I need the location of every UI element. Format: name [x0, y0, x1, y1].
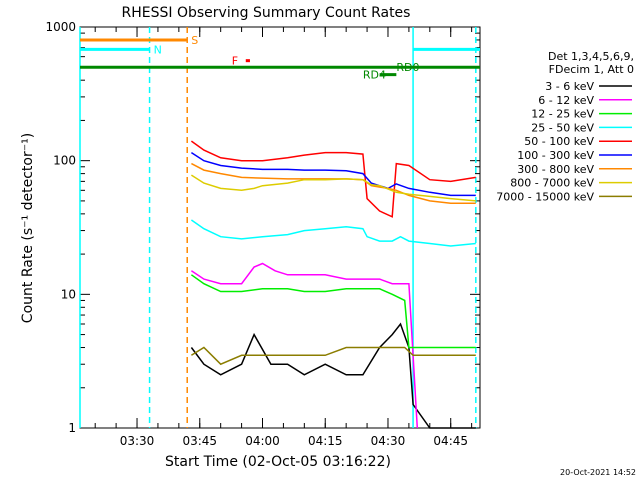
series-line-8 [191, 346, 476, 366]
render-timestamp: 20-Oct-2021 14:52 [560, 468, 636, 477]
y-tick-label: 1 [68, 421, 76, 435]
series-line-4 [190, 140, 476, 218]
x-tick-label: 04:15 [308, 434, 343, 448]
flag-label-n: N [154, 43, 162, 56]
x-tick-label: 04:30 [371, 434, 406, 448]
series-line-5 [190, 151, 476, 197]
legend-entry-label: 7000 - 15000 keV [496, 190, 594, 203]
plot-frame [79, 26, 481, 429]
series-line-0 [190, 322, 476, 429]
series-line-3 [190, 219, 476, 247]
y-tick-label: 100 [53, 154, 76, 168]
legend-entry-label: 3 - 6 keV [545, 80, 594, 93]
flag-label-rd4: RD4 [363, 69, 386, 82]
x-tick-label: 04:00 [245, 434, 280, 448]
legend-entry-label: 800 - 7000 keV [510, 177, 594, 190]
legend-header-line: FDecim 1, Att 0 [549, 63, 634, 76]
y-tick-label: 10 [61, 287, 76, 301]
flag-label-s: S [191, 34, 198, 47]
series-line-1 [190, 262, 419, 429]
series-line-7 [190, 174, 476, 202]
y-tick-label: 1000 [45, 20, 76, 34]
legend-entry-label: 50 - 100 keV [524, 135, 594, 148]
x-tick-label: 04:45 [433, 434, 468, 448]
x-tick-label: 03:30 [120, 434, 155, 448]
flag-label-f: F [232, 55, 238, 68]
x-tick-label: 03:45 [182, 434, 217, 448]
legend-entry-label: 6 - 12 keV [538, 94, 594, 107]
legend-entry-label: 300 - 800 keV [517, 163, 594, 176]
chart-title: RHESSI Observing Summary Count Rates [122, 5, 411, 21]
series-line-2 [190, 274, 476, 349]
legend-entry-label: 100 - 300 keV [517, 149, 594, 162]
legend-entry-label: 12 - 25 keV [531, 108, 594, 121]
legend-header-line: Det 1,3,4,5,6,9, [548, 50, 634, 63]
legend: Det 1,3,4,5,6,9,FDecim 1, Att 0 3 - 6 keV… [496, 50, 634, 203]
flag-label-rd0: RD0 [396, 61, 419, 74]
legend-entry-label: 25 - 50 keV [531, 121, 594, 134]
x-axis-label: Start Time (02-Oct-05 03:16:22) [165, 454, 391, 470]
y-axis-label: Count Rate (s⁻¹ detector⁻¹) [20, 133, 36, 323]
plot-area: 1 10 100 1000 03:30 03:45 04:00 04:15 04:30 04:45… [45, 20, 481, 448]
